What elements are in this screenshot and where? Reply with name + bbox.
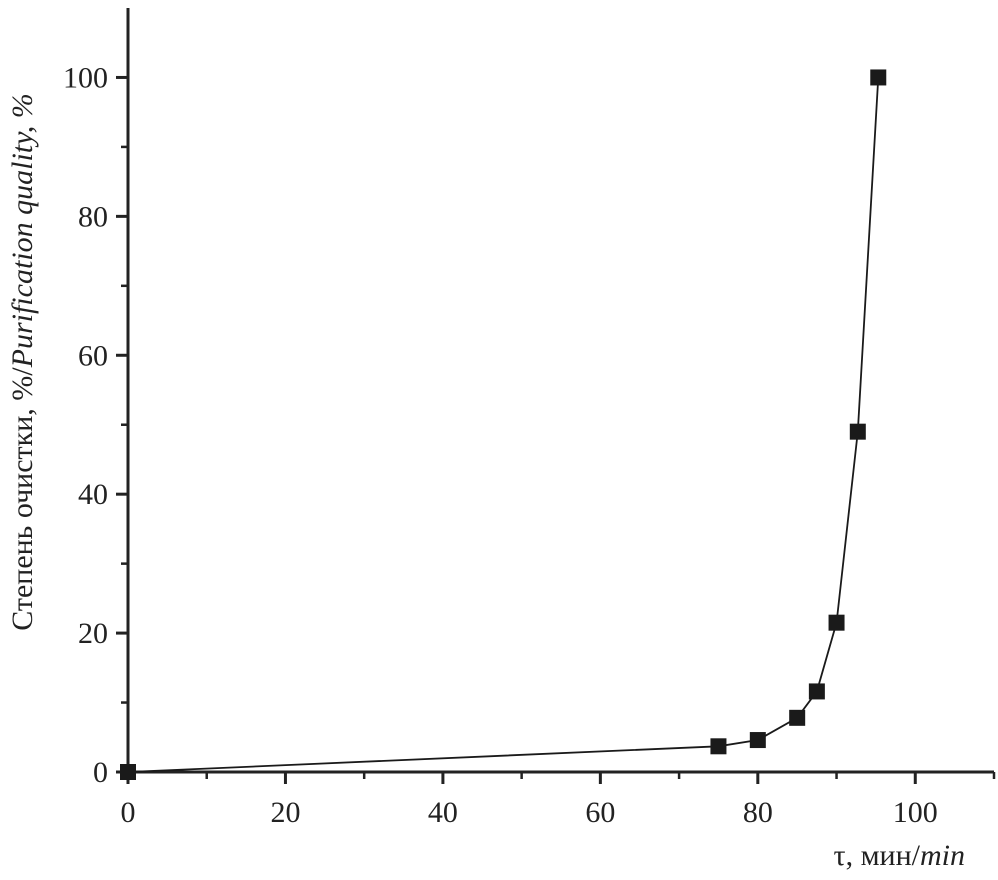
- x-tick-label: 100: [893, 796, 938, 829]
- y-tick-label: 20: [78, 617, 108, 650]
- marker: [710, 738, 727, 755]
- x-tick-label: 40: [428, 796, 458, 829]
- marker: [808, 683, 825, 700]
- x-tick-label: 0: [121, 796, 136, 829]
- y-tick-label: 40: [78, 478, 108, 511]
- y-tick-label: 80: [78, 200, 108, 233]
- y-tick-label: 0: [93, 756, 108, 789]
- marker: [120, 764, 136, 780]
- series-line: [127, 77, 880, 773]
- x-axis-label: τ, мин/min: [834, 839, 965, 872]
- marker: [828, 614, 845, 631]
- marker: [849, 423, 866, 440]
- y-tick-label: 60: [78, 339, 108, 372]
- y-tick-label: 100: [63, 61, 108, 94]
- y-label-en: Purification quality, %: [6, 93, 39, 368]
- marker: [870, 69, 887, 86]
- x-tick-label: 20: [270, 796, 300, 829]
- x-label-en: min: [920, 839, 965, 872]
- y-axis-label: Степень очистки, %/Purification quality,…: [6, 93, 39, 631]
- y-label-ru: Степень очистки, %/: [6, 367, 39, 631]
- x-label-ru: τ, мин/: [834, 839, 921, 872]
- marker: [749, 732, 766, 749]
- x-tick-label: 60: [585, 796, 615, 829]
- marker: [789, 709, 806, 726]
- x-tick-label: 80: [743, 796, 773, 829]
